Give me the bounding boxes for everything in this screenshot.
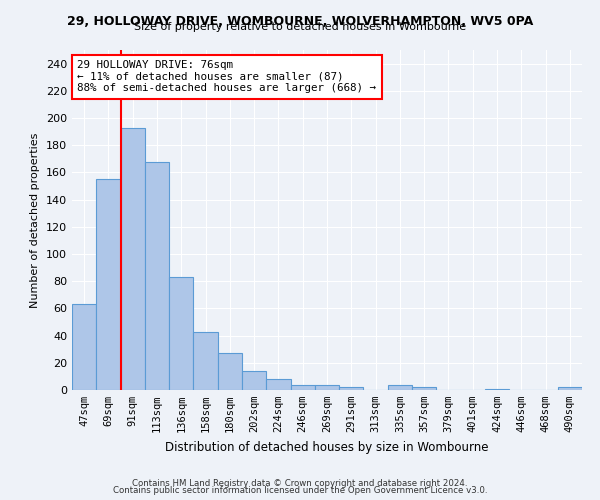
Bar	[121, 128, 145, 390]
Text: 29, HOLLOWAY DRIVE, WOMBOURNE, WOLVERHAMPTON, WV5 0PA: 29, HOLLOWAY DRIVE, WOMBOURNE, WOLVERHAM…	[67, 15, 533, 28]
Bar	[485, 388, 509, 390]
Bar	[412, 388, 436, 390]
Bar	[266, 379, 290, 390]
Bar	[193, 332, 218, 390]
Text: Contains public sector information licensed under the Open Government Licence v3: Contains public sector information licen…	[113, 486, 487, 495]
Bar	[72, 304, 96, 390]
Bar	[315, 384, 339, 390]
Bar	[145, 162, 169, 390]
Bar	[339, 388, 364, 390]
Text: Size of property relative to detached houses in Wombourne: Size of property relative to detached ho…	[134, 22, 466, 32]
X-axis label: Distribution of detached houses by size in Wombourne: Distribution of detached houses by size …	[165, 440, 489, 454]
Bar	[388, 384, 412, 390]
Text: Contains HM Land Registry data © Crown copyright and database right 2024.: Contains HM Land Registry data © Crown c…	[132, 478, 468, 488]
Bar	[169, 277, 193, 390]
Bar	[96, 179, 121, 390]
Bar	[242, 371, 266, 390]
Bar	[218, 354, 242, 390]
Y-axis label: Number of detached properties: Number of detached properties	[31, 132, 40, 308]
Bar	[558, 388, 582, 390]
Text: 29 HOLLOWAY DRIVE: 76sqm
← 11% of detached houses are smaller (87)
88% of semi-d: 29 HOLLOWAY DRIVE: 76sqm ← 11% of detach…	[77, 60, 376, 94]
Bar	[290, 384, 315, 390]
